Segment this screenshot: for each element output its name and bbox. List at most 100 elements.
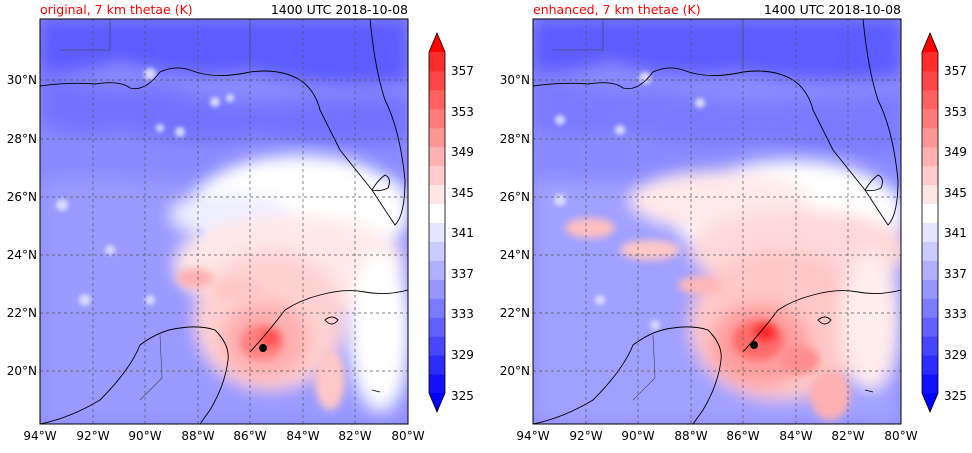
colorbar-outline [428, 31, 446, 414]
colorbar-tick-label: 329 [944, 348, 967, 362]
colorbar-band [429, 279, 445, 299]
colorbar-band [429, 374, 445, 394]
lon-tick-label: 90°W [621, 429, 654, 443]
lon-tick-label: 80°W [884, 429, 917, 443]
gridlines [40, 19, 408, 424]
storm-center-marker [750, 341, 758, 349]
colorbar-tick-label: 341 [944, 226, 967, 240]
colorbar-band [922, 279, 938, 299]
lon-tick-label: 88°W [181, 429, 214, 443]
colorbar-band [922, 374, 938, 394]
colorbar-band [922, 260, 938, 280]
lat-tick-label: 28°N [7, 132, 37, 146]
panel-enhanced: enhanced, 7 km thetae (K) 1400 UTC 2018-… [500, 2, 967, 443]
colorbar-band [429, 317, 445, 337]
colorbar-under-arrow [429, 393, 445, 412]
colorbar-tick-label: 357 [451, 64, 474, 78]
colorbar-over-arrow [429, 33, 445, 52]
lon-tick-label: 86°W [726, 429, 759, 443]
colorbar-band [922, 298, 938, 318]
lat-tick-labels: 20°N 22°N 24°N 26°N 28°N 30°N [500, 73, 530, 378]
panel-original: original, 7 km thetae (K) 1400 UTC 2018-… [7, 2, 474, 443]
colorbar-band [922, 336, 938, 356]
colorbar-band [922, 108, 938, 129]
lon-tick-label: 94°W [516, 429, 549, 443]
colorbar-band [922, 70, 938, 91]
colorbar-band [429, 241, 445, 261]
lon-tick-label: 92°W [76, 429, 109, 443]
lat-tick-labels: 20°N 22°N 24°N 26°N 28°N 30°N [7, 73, 37, 378]
colorbar-tick-label: 341 [451, 226, 474, 240]
colorbar-band [429, 260, 445, 280]
lat-tick-label: 26°N [7, 190, 37, 204]
colorbar-band [429, 165, 445, 186]
colorbar-tick-label: 337 [451, 267, 474, 281]
colorbar-bands [429, 52, 445, 394]
colorbar-under-arrow [922, 393, 938, 412]
lon-tick-label: 86°W [233, 429, 266, 443]
lat-tick-label: 30°N [7, 73, 37, 87]
panel-title-right: 1400 UTC 2018-10-08 [271, 2, 408, 17]
map-frame [39, 18, 409, 425]
lat-tick-label: 30°N [500, 73, 530, 87]
colorbar-tick-label: 333 [451, 307, 474, 321]
colorbar-band [922, 241, 938, 261]
lon-tick-labels: 94°W 92°W 90°W 88°W 86°W 84°W 82°W 80°W [516, 429, 917, 443]
lon-tick-labels: 94°W 92°W 90°W 88°W 86°W 84°W 82°W 80°W [23, 429, 424, 443]
colorbar-tick-labels: 325 329 333 337 341 345 349 353 357 [944, 64, 967, 403]
storm-center-marker [259, 344, 267, 352]
colorbar-tick-labels: 325 329 333 337 341 345 349 353 357 [451, 64, 474, 403]
colorbar-band [429, 298, 445, 318]
colorbar-tick-label: 353 [451, 105, 474, 119]
lon-tick-label: 82°W [831, 429, 864, 443]
map-frame [532, 18, 902, 425]
colorbar-tick-label: 337 [944, 267, 967, 281]
colorbar: 325 329 333 337 341 345 349 353 357 [921, 31, 967, 414]
colorbar-band [922, 317, 938, 337]
lon-tick-label: 82°W [338, 429, 371, 443]
lon-tick-label: 84°W [779, 429, 812, 443]
colorbar: 325 329 333 337 341 345 349 353 357 [428, 31, 474, 414]
colorbar-band [922, 52, 938, 72]
colorbar-tick-label: 349 [451, 145, 474, 159]
panel-title-left: original, 7 km thetae (K) [40, 2, 193, 17]
colorbar-band [429, 336, 445, 356]
colorbar-band [922, 184, 938, 205]
lat-tick-label: 20°N [500, 364, 530, 378]
colorbar-bands [922, 52, 938, 394]
colorbar-tick-label: 329 [451, 348, 474, 362]
colorbar-tick-label: 357 [944, 64, 967, 78]
colorbar-band [429, 70, 445, 91]
lon-tick-label: 90°W [128, 429, 161, 443]
lon-tick-label: 80°W [391, 429, 424, 443]
colorbar-band [429, 222, 445, 242]
thetae-field [40, 19, 408, 424]
gridlines [533, 19, 901, 424]
colorbar-band [429, 184, 445, 205]
colorbar-band [429, 108, 445, 129]
colorbar-band [429, 355, 445, 375]
colorbar-band [922, 165, 938, 186]
colorbar-tick-label: 333 [944, 307, 967, 321]
colorbar-tick-label: 349 [944, 145, 967, 159]
lat-tick-label: 22°N [7, 306, 37, 320]
lon-tick-label: 84°W [286, 429, 319, 443]
lon-tick-label: 88°W [674, 429, 707, 443]
thetae-field [533, 19, 901, 424]
coastlines [533, 19, 901, 424]
lat-tick-label: 28°N [500, 132, 530, 146]
colorbar-band [429, 203, 445, 223]
lat-tick-label: 20°N [7, 364, 37, 378]
lat-tick-label: 26°N [500, 190, 530, 204]
colorbar-band [922, 203, 938, 223]
lat-tick-label: 24°N [7, 248, 37, 262]
colorbar-tick-label: 353 [944, 105, 967, 119]
colorbar-tick-label: 345 [944, 186, 967, 200]
colorbar-band [922, 127, 938, 148]
colorbar-outline [921, 31, 939, 414]
panel-title-left: enhanced, 7 km thetae (K) [533, 2, 701, 17]
colorbar-band [922, 146, 938, 167]
colorbar-band [429, 127, 445, 148]
coastlines [40, 19, 408, 424]
